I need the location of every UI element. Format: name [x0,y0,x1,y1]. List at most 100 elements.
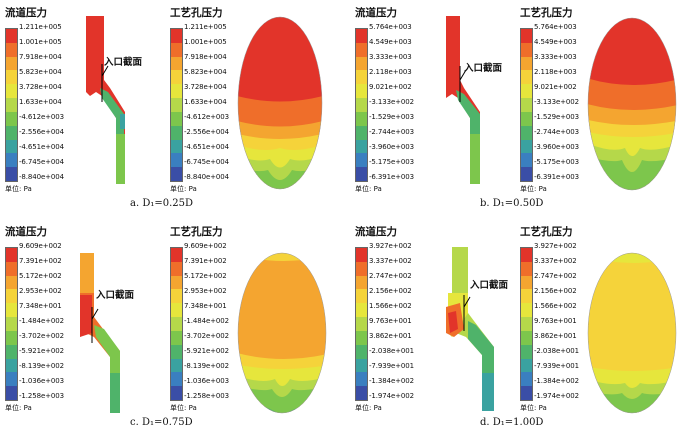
color-bar-tick-label: 1.566e+002 [534,302,577,310]
channel-contour [446,247,494,411]
color-bar-segment [356,125,367,140]
color-bar-tick-label: 5.823e+004 [19,68,62,76]
channel-branch [100,88,124,134]
color-bar-tick-label: 9.609e+002 [19,242,62,250]
color-bar-segment [356,289,367,304]
color-bar-segment [356,303,367,318]
flow-color-bar [355,28,368,182]
color-bar-tick-label: -2.038e+001 [534,347,579,355]
color-bar-tick-label: -2.744e+003 [369,128,414,136]
flow-unit-label: 单位: Pa [5,185,32,193]
color-bar-segment [521,386,532,400]
color-bar-tick-label: -3.702e+002 [19,332,64,340]
color-bar-tick-label: -1.529e+003 [369,113,414,121]
hole-contour [587,17,677,191]
color-bar-tick-label: 2.118e+003 [534,68,577,76]
inlet-section-label: 入口截面 [96,290,135,301]
color-bar-tick-label: 5.764e+003 [369,23,412,31]
color-bar-segment [356,275,367,290]
panel-c: 流道压力 工艺孔压力 9.609e+002 7.391e+002 5.172e+00… [0,219,350,438]
color-bar-segment [6,275,17,290]
color-bar-segment [356,167,367,181]
color-bar-segment [6,125,17,140]
color-bar-segment [356,261,367,276]
caption-a: a. D₁=0.25D [130,198,194,209]
color-bar-segment [171,42,182,57]
channel-branch [468,321,494,373]
color-bar-segment [6,248,17,262]
color-bar-tick-label: -1.974e+002 [369,392,414,400]
color-bar-tick-label: 4.549e+003 [369,38,412,46]
color-bar-tick-label: 3.337e+002 [534,257,577,265]
flow-unit-label: 单位: Pa [355,404,382,412]
color-bar-tick-label: 7.918e+004 [184,53,227,61]
color-bar-tick-label: -3.960e+003 [534,143,579,151]
channel-outlet [470,134,480,184]
color-bar-tick-label: 1.566e+002 [369,302,412,310]
color-bar-segment [521,317,532,331]
color-bar-tick-label: -5.175e+003 [369,158,414,166]
color-bar-tick-label: -1.258e+003 [19,392,64,400]
color-bar-tick-label: -6.391e+003 [369,173,414,181]
color-bar-tick-label: -3.133e+002 [369,98,414,106]
color-bar-tick-label: -7.939e+001 [534,362,579,370]
channel-outlet [482,373,494,411]
caption-b: b. D₁=0.50D [480,198,544,209]
color-bar-tick-label: -8.139e+002 [19,362,64,370]
color-bar-segment [171,125,182,140]
color-bar-segment [171,167,182,181]
color-bar-segment [356,84,367,99]
color-bar-segment [6,70,17,85]
color-bar-tick-label: -4.612e+003 [184,113,229,121]
color-bar-tick-label: 4.549e+003 [534,38,577,46]
color-bar-tick-label: -2.556e+004 [19,128,64,136]
hole-pressure-title: 工艺孔压力 [170,226,223,238]
color-bar-segment [6,358,17,373]
color-bar-tick-label: -4.612e+003 [19,113,64,121]
hole-pressure-title: 工艺孔压力 [520,7,573,19]
color-bar-tick-label: -6.391e+003 [534,173,579,181]
color-bar-tick-label: 7.391e+002 [184,257,227,265]
color-bar-segment [171,372,182,387]
color-bar-segment [356,70,367,85]
color-bar-tick-label: 9.021e+002 [369,83,412,91]
panel-b: 流道压力 工艺孔压力 5.764e+003 4.549e+003 3.333e+00… [350,0,700,219]
color-bar-segment [521,330,532,345]
color-bar-tick-label: -1.036e+003 [19,377,64,385]
channel-outlet [110,373,120,413]
color-bar-tick-label: 5.764e+003 [534,23,577,31]
color-bar-tick-label: 3.333e+003 [369,53,412,61]
color-bar-tick-label: 1.633e+004 [184,98,227,106]
color-bar-segment [521,167,532,181]
color-bar-tick-label: 5.172e+002 [184,272,227,280]
color-bar-segment [521,303,532,318]
color-bar-segment [171,84,182,99]
color-bar-segment [356,153,367,168]
color-bar-segment [171,139,182,154]
hole-pressure-title: 工艺孔压力 [170,7,223,19]
color-bar-tick-label: -8.139e+002 [184,362,229,370]
color-bar-tick-label: -5.921e+002 [184,347,229,355]
channel-contour [80,253,120,413]
color-bar-tick-label: 9.763e+001 [369,317,412,325]
color-bar-tick-label: -1.974e+002 [534,392,579,400]
color-bar-segment [356,139,367,154]
color-bar-tick-label: -2.744e+003 [534,128,579,136]
color-bar-tick-label: 3.862e+001 [369,332,412,340]
color-bar-tick-label: 1.001e+005 [19,38,62,46]
color-bar-tick-label: 3.728e+004 [184,83,227,91]
color-bar-segment [521,56,532,71]
color-bar-tick-label: -4.651e+004 [19,143,64,151]
color-bar-tick-label: -1.036e+003 [184,377,229,385]
color-bar-tick-label: 2.747e+002 [369,272,412,280]
color-bar-segment [521,29,532,43]
channel-branch [456,90,480,134]
inlet-arrow [463,296,471,308]
channel-peak [448,311,458,333]
hole-unit-label: 单位: Pa [520,185,547,193]
color-bar-tick-label: -6.745e+004 [19,158,64,166]
flow-color-bar [5,28,18,182]
channel-outlet [116,134,125,184]
color-bar-segment [6,289,17,304]
color-bar-segment [6,167,17,181]
